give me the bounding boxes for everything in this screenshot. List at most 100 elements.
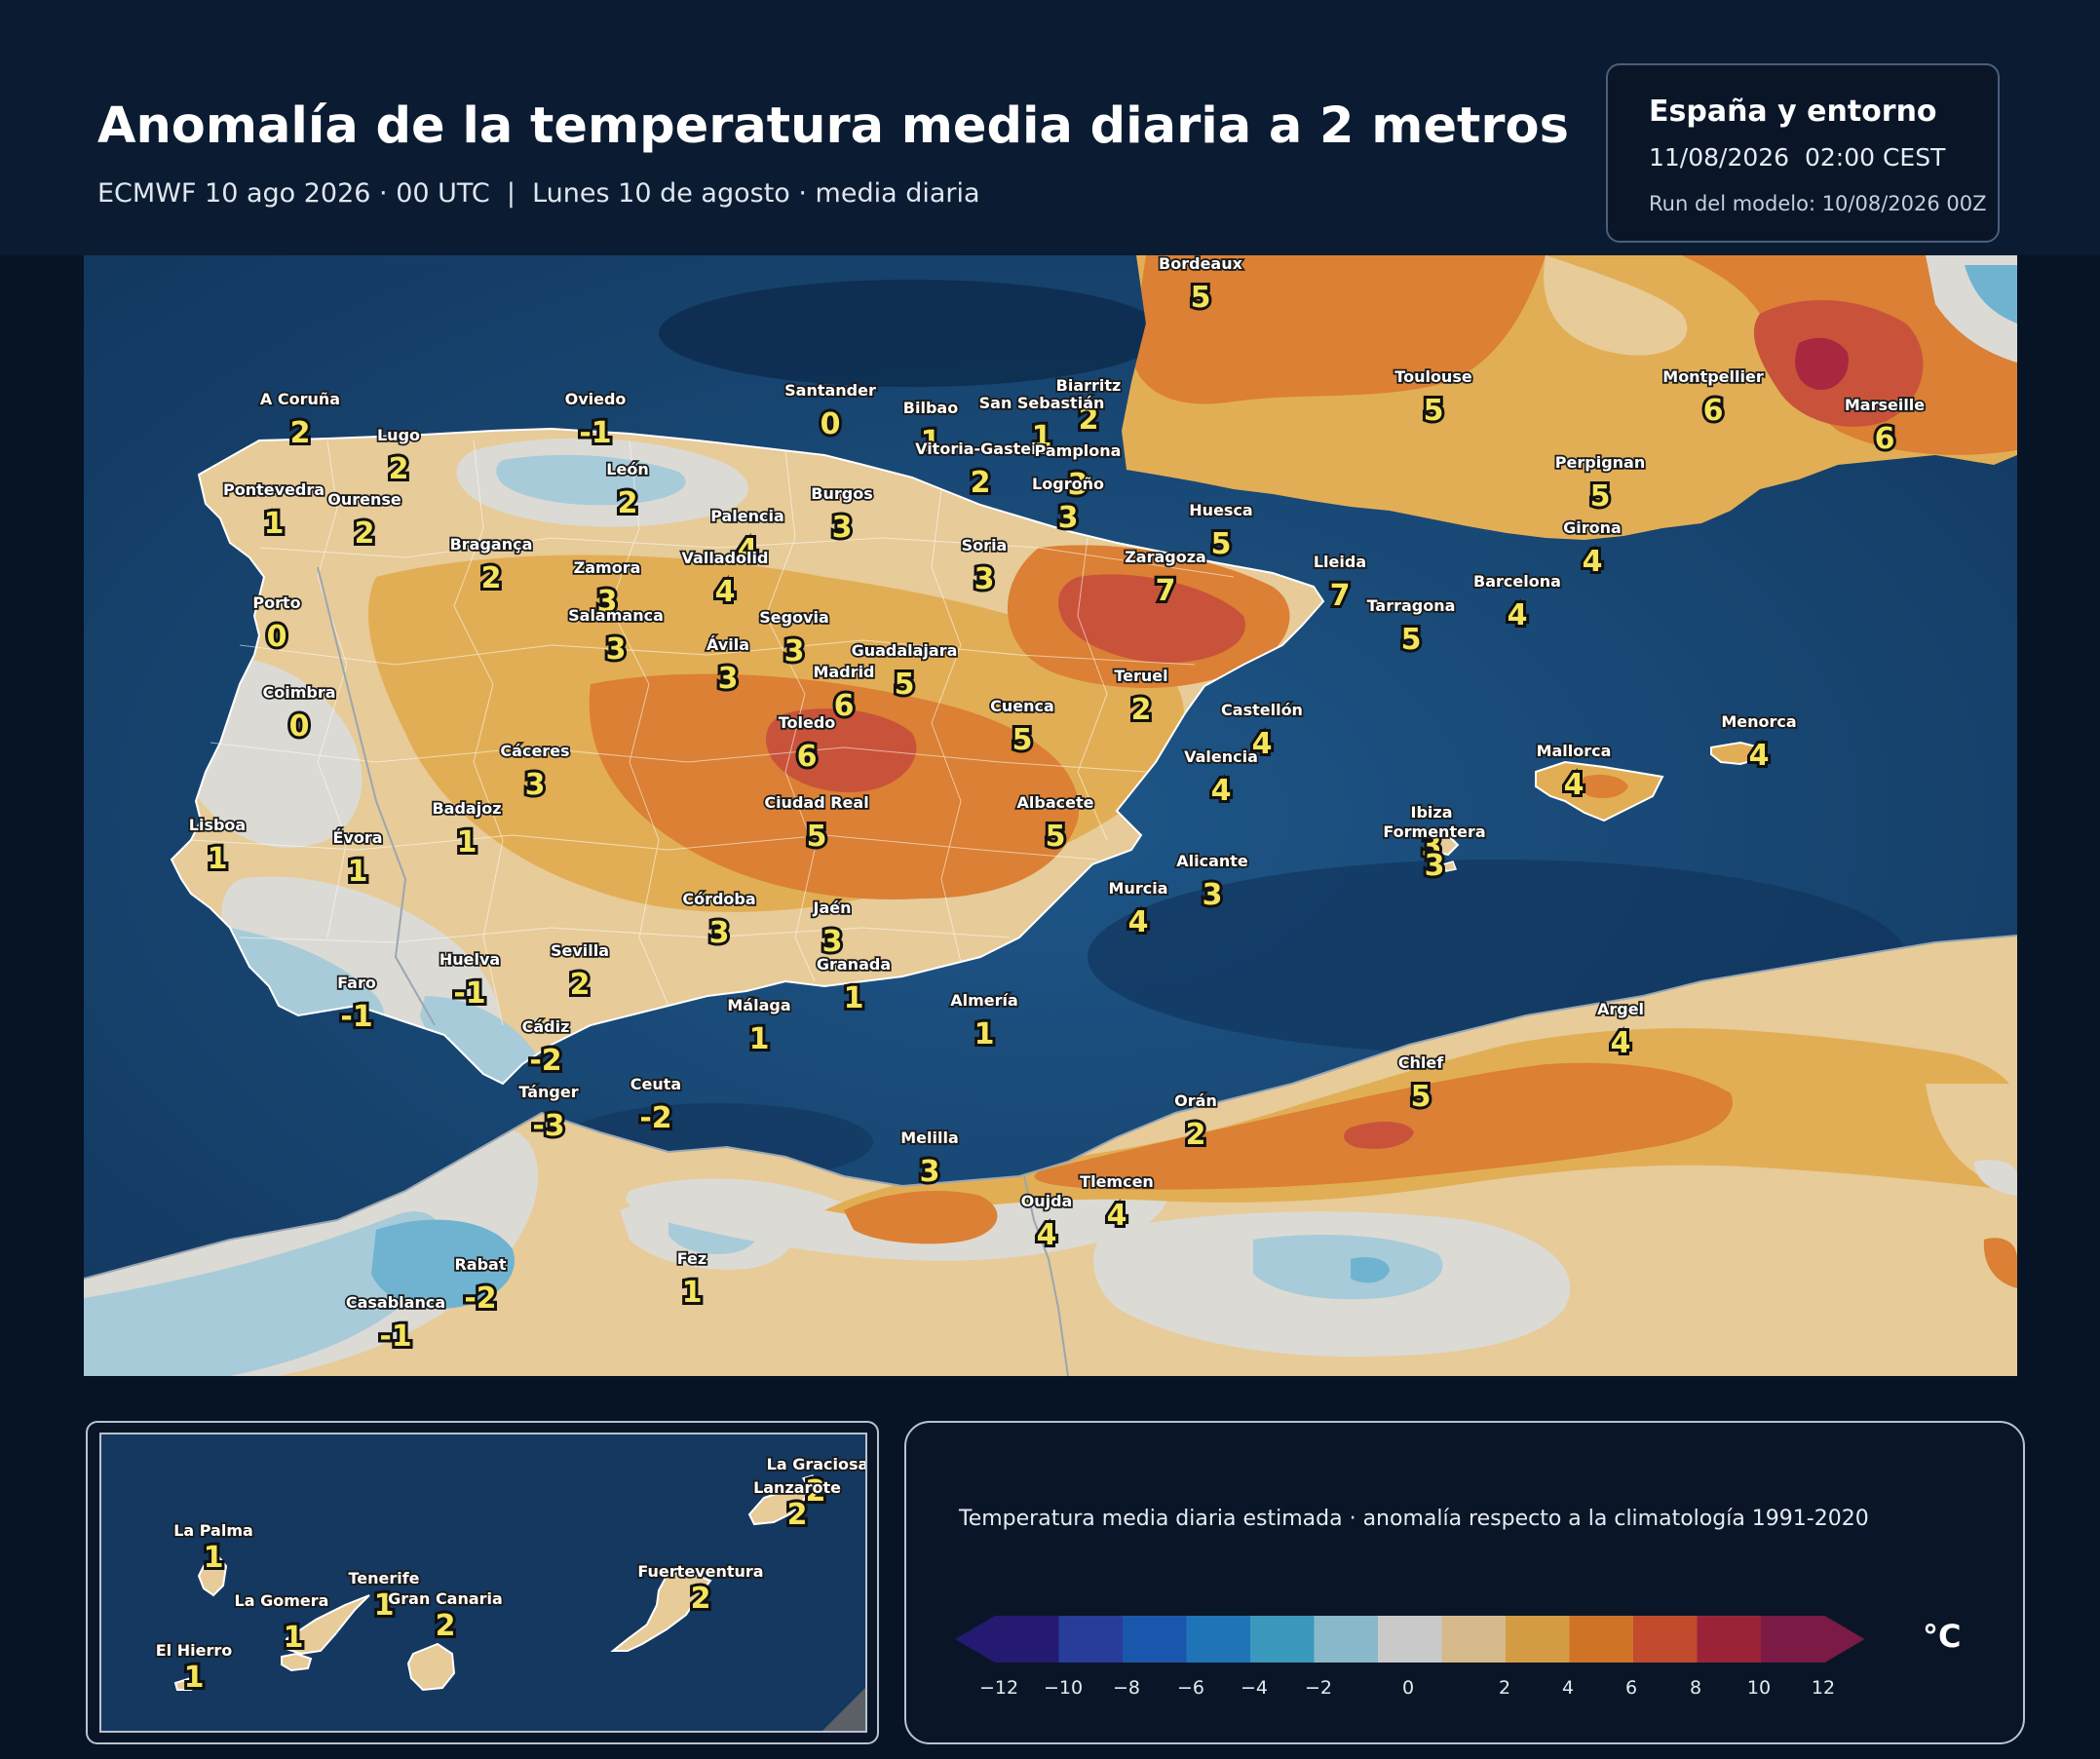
anomaly-value-murcia: 4 [1128,905,1149,939]
ibiza-island [1427,833,1460,857]
province-borders [190,440,1235,1026]
anomaly-value-sevilla: 2 [570,968,591,1002]
city-name-pontevedra: Pontevedra [223,480,325,499]
anomaly-value-lleida: 7 [1330,579,1351,613]
city-name-marseille: Marseille [1845,396,1925,414]
anomaly-value-segovia: 3 [784,634,805,669]
city-name-ibiza: Ibiza [1411,803,1453,822]
city-name-jaen: Jaén [813,899,852,917]
colorbar-tick-label: 0 [1402,1677,1414,1699]
island-anomaly-la-gomera: 1 [284,1621,304,1655]
city-name-malaga: Málaga [727,996,790,1014]
island-anomaly-lanzarote: 2 [787,1498,808,1532]
city-name-perpignan: Perpignan [1555,453,1645,472]
city-name-huelva: Huelva [439,950,500,969]
island-anomaly-fuerteventura: 2 [691,1582,711,1616]
city-name-zaragoza: Zaragoza [1125,548,1206,566]
city-name-argel: Argel [1597,1000,1644,1018]
city-name-caceres: Cáceres [500,742,569,760]
colorbar-tick-label: 2 [1499,1677,1510,1699]
colorbar-tick-label: 10 [1747,1677,1771,1699]
city-name-rabat: Rabat [454,1255,506,1274]
colorbar-segment [1123,1616,1187,1663]
anomaly-value-huesca: 5 [1211,527,1232,561]
anomaly-value-casablanca: -1 [379,1319,411,1354]
colorbar-segment [1761,1616,1825,1663]
anomaly-value-braganca: 2 [481,561,502,595]
anomaly-value-burgos: 3 [832,511,853,545]
colorbar-tick-label: −12 [979,1677,1018,1699]
anomaly-value-jaen: 3 [822,925,843,959]
city-name-a-coruna: A Coruña [260,390,340,408]
anomaly-value-cordoba: 3 [709,916,730,950]
anomaly-value-marseille: 6 [1875,422,1895,456]
city-name-montpellier: Montpellier [1662,367,1764,386]
colorbar-segment [1186,1616,1251,1663]
main-map[interactable]: Bordeaux 5 Toulouse 5 Montpellier 6 Marseille 6… [84,255,2017,1376]
city-name-teruel: Teruel [1114,667,1167,685]
colorbar-segment [1058,1616,1124,1663]
anomaly-value-biarritz: 2 [1079,402,1099,437]
colorbar-segment [1378,1616,1442,1663]
colorbar-tick-label: 6 [1625,1677,1637,1699]
city-name-badajoz: Badajoz [432,799,501,818]
anomaly-value-leon: 2 [618,486,638,520]
island-name-tenerife: Tenerife [348,1569,419,1587]
city-name-segovia: Segovia [759,608,829,627]
anomaly-value-valencia: 4 [1211,774,1232,808]
city-name-toulouse: Toulouse [1394,367,1472,386]
city-name-melilla: Melilla [900,1128,959,1147]
island-anomaly-gran-canaria: 2 [436,1609,456,1643]
city-name-evora: Évora [332,828,382,847]
canary-islands-map[interactable]: La Graciosa 2 Lanzarote 2 La Palma 1 Tenerife 1… [99,1433,867,1733]
city-name-ciudad-real: Ciudad Real [764,793,868,812]
island-anomaly-la-graciosa: 2 [806,1474,826,1509]
main-map-svg: Bordeaux 5 Toulouse 5 Montpellier 6 Marseille 6… [84,255,2017,1376]
city-name-faro: Faro [337,974,376,992]
city-name-toledo: Toledo [779,713,836,732]
city-name-lugo: Lugo [377,426,420,444]
city-name-menorca: Menorca [1721,712,1796,731]
colorbar-segment [1633,1616,1698,1663]
island-name-la-palma: La Palma [173,1521,253,1540]
city-name-fez: Fez [677,1249,706,1268]
city-name-alicante: Alicante [1176,852,1248,870]
city-name-granada: Granada [817,955,891,974]
colorbar-segment [1506,1616,1570,1663]
anomaly-value-soria: 3 [974,562,995,596]
city-name-oran: Orán [1174,1091,1217,1110]
city-labels-layer: Bordeaux 5 Toulouse 5 Montpellier 6 Marseille 6… [187,255,1927,1357]
city-name-girona: Girona [1563,518,1622,537]
anomaly-value-alicante: 3 [1203,878,1223,912]
city-name-burgos: Burgos [811,484,872,503]
city-name-murcia: Murcia [1109,879,1168,898]
city-name-valencia: Valencia [1184,747,1258,766]
colorbar-min-arrow [955,1616,995,1663]
anomaly-value-palencia: 4 [738,533,758,567]
fuerteventura-island [610,1569,712,1652]
city-name-mallorca: Mallorca [1537,742,1612,760]
anomaly-value-oran: 2 [1186,1118,1206,1152]
colorbar-tick-label: −6 [1177,1677,1204,1699]
city-name-ourense: Ourense [327,490,401,509]
city-name-zamora: Zamora [574,558,641,577]
anomaly-value-ceuta: -2 [639,1101,671,1135]
anomaly-value-tlemcen: 4 [1107,1199,1127,1233]
anomaly-value-girona: 4 [1583,545,1603,579]
anomaly-value-almeria: 1 [974,1017,995,1052]
anomaly-value-valladolid: 4 [715,575,736,609]
colorbar-tick-label: 8 [1690,1677,1701,1699]
colorbar: −12 −10 −8 −6 −4 −2 0 2 4 6 8 10 12 [955,1616,1865,1699]
region-label: España y entorno [1649,95,1937,129]
anomaly-value-faro: -1 [340,1000,372,1034]
africa-coastline [84,935,2017,1280]
city-name-bilbao: Bilbao [903,399,958,417]
anomaly-value-santander: 0 [821,407,841,441]
city-name-valladolid: Valladolid [682,549,769,567]
france-land [1122,255,2017,540]
colorbar-tick-label: 4 [1562,1677,1574,1699]
city-name-salamanca: Salamanca [568,606,664,625]
mallorca-warm-area [1581,775,1628,799]
menorca-island [1710,741,1767,766]
anomaly-value-porto: 0 [267,620,287,654]
